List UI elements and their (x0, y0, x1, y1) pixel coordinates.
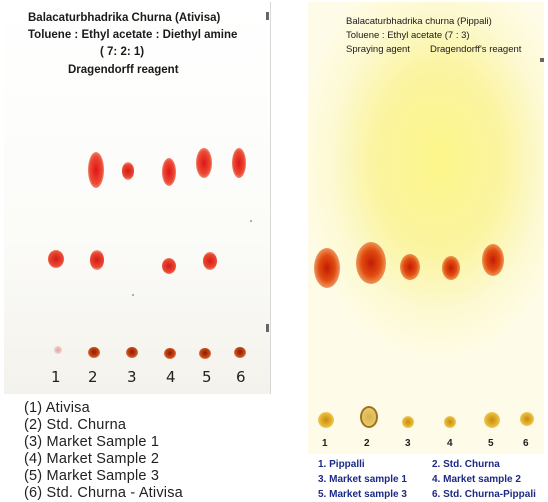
tlc-band (400, 254, 420, 280)
legend-item: (1) Ativisa (24, 400, 90, 416)
legend-item: (4) Market Sample 2 (24, 451, 160, 467)
tlc-band (314, 248, 340, 288)
tlc-spot (88, 347, 100, 358)
legend-item: (2) Std. Churna (24, 417, 127, 433)
lane-number: 5 (488, 438, 494, 449)
right-plate-title: Balacaturbhadrika churna (Pippali) (346, 16, 492, 27)
right-plate-reagent: Dragendorff's reagent (430, 44, 522, 55)
lane-number: 6 (523, 438, 529, 449)
lane-number: 2 (364, 438, 370, 449)
left-plate-title: Balacaturbhadrika Churna (Ativisa) (28, 12, 221, 24)
plate-edge-mark (266, 12, 269, 20)
left-plate-reagent: Dragendorff reagent (68, 64, 179, 76)
speck (250, 220, 252, 222)
tlc-spot (444, 416, 456, 428)
tlc-spot (234, 347, 246, 358)
plate-edge-mark (266, 324, 269, 332)
ativisa-tlc-plate: Balacaturbhadrika Churna (Ativisa) Tolue… (4, 2, 271, 394)
legend-item: 2. Std. Churna (432, 459, 500, 470)
lane-number: 1 (51, 368, 61, 386)
tlc-spot (164, 348, 176, 359)
speck (132, 294, 134, 296)
right-plate-mobile-phase: Toluene : Ethyl acetate (7 : 3) (346, 30, 470, 41)
lane-number: 2 (88, 368, 98, 386)
lane-number: 3 (127, 368, 137, 386)
lane-number: 6 (236, 368, 246, 386)
plate-edge-mark (540, 58, 544, 62)
legend-item: 1. Pippalli (318, 459, 365, 470)
tlc-spot (196, 148, 212, 178)
tlc-spot (122, 162, 134, 180)
tlc-spot (203, 252, 217, 270)
legend-item: (5) Market Sample 3 (24, 468, 160, 484)
tlc-spot (402, 416, 414, 428)
tlc-spot (162, 158, 176, 186)
legend-item: (6) Std. Churna - Ativisa (24, 485, 183, 501)
tlc-spot (88, 152, 104, 188)
tlc-spot (162, 258, 176, 274)
tlc-spot (90, 250, 104, 270)
legend-item: (3) Market Sample 1 (24, 434, 160, 450)
tlc-spot (126, 347, 138, 358)
left-plate-mobile-phase: Toluene : Ethyl acetate : Diethyl amine (28, 29, 238, 41)
tlc-spot (232, 148, 246, 178)
legend-item: 4. Market sample 2 (432, 474, 521, 485)
tlc-spot (520, 412, 534, 426)
tlc-spot (318, 412, 334, 428)
tlc-band (482, 244, 504, 276)
lane-number: 4 (166, 368, 176, 386)
pippali-tlc-plate: Balacaturbhadrika churna (Pippali) Tolue… (308, 2, 544, 454)
right-plate-spraying-label: Spraying agent (346, 44, 410, 55)
tlc-spot (48, 250, 64, 268)
tlc-band (356, 242, 386, 284)
lane-number: 4 (447, 438, 453, 449)
tlc-band (442, 256, 460, 280)
tlc-spot (484, 412, 500, 428)
tlc-spot (54, 346, 62, 354)
legend-item: 3. Market sample 1 (318, 474, 407, 485)
legend-item: 6. Std. Churna-Pippali (432, 489, 536, 500)
left-plate-ratio: ( 7: 2: 1) (100, 46, 145, 58)
lane-number: 3 (405, 438, 411, 449)
legend-item: 5. Market sample 3 (318, 489, 407, 500)
tlc-spot (360, 406, 378, 428)
lane-number: 5 (202, 368, 212, 386)
tlc-spot (199, 348, 211, 359)
lane-number: 1 (322, 438, 328, 449)
